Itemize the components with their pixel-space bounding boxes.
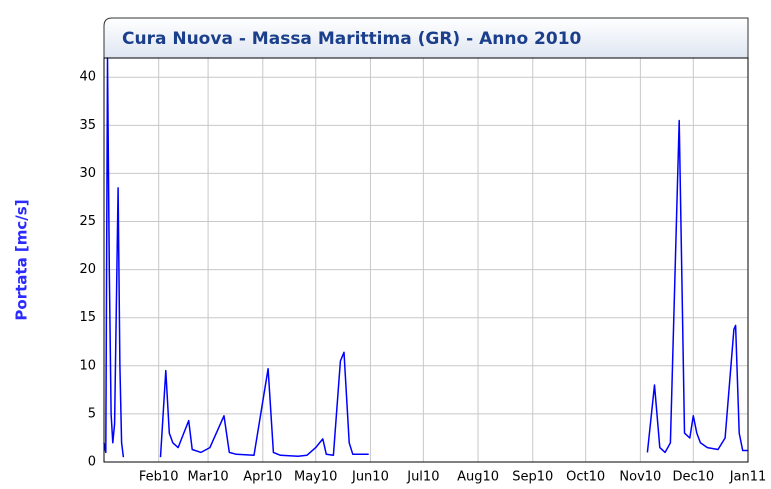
y-tick-label: 15 xyxy=(79,310,96,325)
x-tick-label: Sep10 xyxy=(512,470,553,485)
x-tick-label: Oct10 xyxy=(566,470,605,485)
y-tick-label: 5 xyxy=(88,406,96,421)
x-tick-label: Jul10 xyxy=(406,470,439,485)
y-tick-label: 10 xyxy=(79,358,96,373)
plot-area xyxy=(104,58,748,462)
y-tick-label: 30 xyxy=(79,166,96,181)
x-tick-label: Nov10 xyxy=(619,470,661,485)
x-tick-label: Apr10 xyxy=(243,470,282,485)
y-tick-label: 0 xyxy=(88,455,96,470)
x-tick-label: Feb10 xyxy=(139,470,179,485)
x-tick-label: Jun10 xyxy=(351,470,389,485)
y-tick-label: 25 xyxy=(79,214,96,229)
x-tick-label: May10 xyxy=(294,470,337,485)
x-tick-label: Jan11 xyxy=(729,470,767,485)
y-tick-label: 40 xyxy=(79,70,96,85)
x-tick-label: Aug10 xyxy=(457,470,499,485)
y-tick-label: 35 xyxy=(79,118,96,133)
plot-frame xyxy=(103,57,749,463)
chart-title: Cura Nuova - Massa Marittima (GR) - Anno… xyxy=(122,29,582,49)
y-axis-label: Portata [mc/s] xyxy=(13,199,31,320)
x-tick-label: Dec10 xyxy=(672,470,714,485)
x-tick-label: Mar10 xyxy=(188,470,229,485)
data-line xyxy=(103,57,748,458)
title-box xyxy=(103,17,749,59)
plot: 0 5 10 15 20 25 30 35 40 Feb10 Mar10 Apr10 May10 Jun1… xyxy=(79,57,767,485)
y-tick-label: 20 xyxy=(79,262,96,277)
